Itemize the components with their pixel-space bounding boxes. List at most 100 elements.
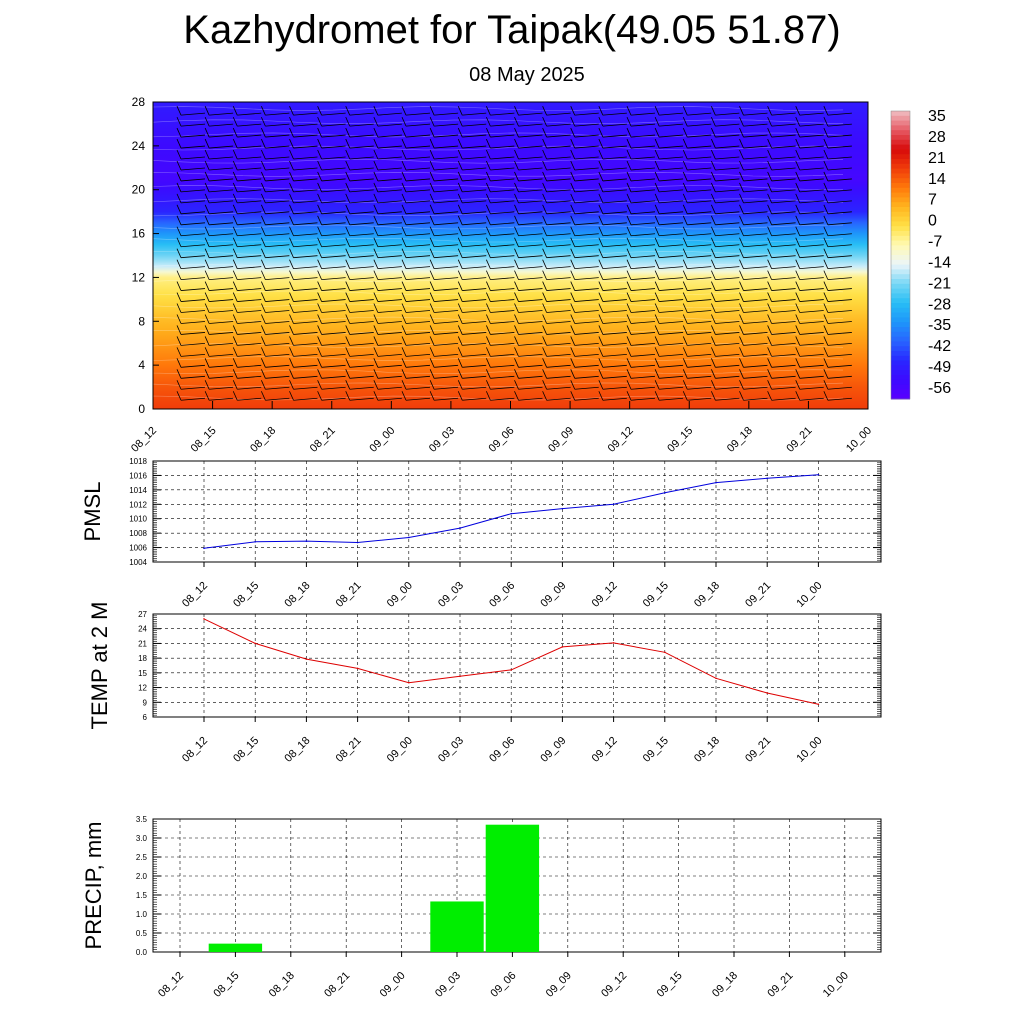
wind-barb	[654, 226, 684, 237]
wind-barb	[570, 237, 599, 248]
wind-barb	[373, 314, 402, 324]
wind-barb	[429, 369, 459, 379]
wind-barb	[654, 105, 684, 116]
wind-barb	[345, 226, 374, 237]
wind-barb	[232, 149, 262, 160]
wind-barb	[739, 193, 768, 204]
colorbar-step	[891, 163, 910, 170]
wind-barb	[514, 325, 543, 335]
wind-barb	[317, 358, 346, 368]
wind-barb	[345, 358, 374, 368]
x-tick-label: 08_15	[189, 425, 219, 455]
x-tick-label: 08_12	[180, 735, 210, 765]
chart-subtitle: 08 May 2025	[469, 64, 585, 86]
wind-barb	[682, 149, 712, 160]
wind-barb	[767, 314, 796, 324]
wind-barb	[204, 105, 234, 116]
wind-barb	[795, 226, 824, 237]
wind-barb	[739, 380, 768, 390]
wind-barb	[682, 292, 712, 302]
wind-barb	[401, 182, 431, 193]
wind-barb	[570, 336, 599, 346]
wind-barb	[570, 116, 599, 127]
data-point	[766, 692, 768, 694]
contour-line	[152, 356, 844, 361]
wind-barb	[457, 149, 487, 160]
colorbar-step	[891, 370, 910, 376]
wind-barb	[514, 105, 543, 116]
wind-barb	[176, 380, 206, 390]
wind-barb	[598, 204, 627, 215]
colorbar-step	[891, 221, 910, 227]
wind-barb	[682, 347, 712, 357]
wind-barb	[514, 171, 543, 182]
wind-barb	[204, 391, 234, 401]
x-tick-label: 08_15	[231, 735, 261, 765]
wind-barb	[654, 358, 684, 368]
wind-barb	[570, 226, 599, 237]
wind-barb	[373, 149, 402, 160]
wind-barb	[345, 259, 374, 270]
x-tick-label: 08_21	[322, 970, 352, 1000]
wind-barb	[598, 171, 627, 182]
wind-barb	[261, 171, 290, 182]
wind-barb	[626, 149, 656, 160]
wind-barb	[739, 303, 768, 313]
data-point	[408, 681, 410, 684]
wind-barb	[711, 204, 740, 215]
wind-barb	[598, 358, 627, 368]
x-tick-label: 08_12	[180, 580, 210, 610]
x-tick-label: 10_00	[844, 425, 874, 455]
wind-barb	[345, 138, 374, 149]
wind-barb	[795, 292, 824, 302]
colorbar-step	[891, 274, 910, 280]
wind-barb	[345, 149, 374, 160]
y-axis-title: PRECIP, mm	[81, 822, 106, 950]
wind-barb	[823, 259, 852, 270]
wind-barb	[739, 314, 768, 324]
wind-barb	[795, 391, 824, 401]
wind-barb	[795, 160, 824, 171]
wind-barb	[429, 237, 459, 248]
wind-barb	[711, 303, 740, 313]
wind-barb	[739, 347, 768, 357]
colorbar: 35 28 21 14 7 0 -7 -14 -21 -28 -35 -42 -49 -56	[890, 108, 951, 400]
colorbar-label: 14	[928, 171, 946, 188]
wind-barb	[373, 105, 402, 116]
wind-barb	[486, 369, 515, 379]
wind-barb	[711, 292, 740, 302]
colorbar-step	[891, 135, 910, 141]
x-tick-label: 09_03	[436, 735, 466, 765]
wind-barb	[711, 336, 740, 346]
wind-barb	[401, 292, 431, 302]
wind-barb	[401, 193, 431, 204]
x-tick-label: 09_15	[665, 425, 695, 455]
plot-frame	[152, 613, 882, 718]
wind-barb	[514, 358, 543, 368]
wind-barb	[767, 325, 796, 335]
wind-barb	[570, 325, 599, 335]
wind-barb	[711, 237, 740, 248]
wind-barb	[317, 380, 346, 390]
contour-line	[152, 290, 844, 296]
x-tick-label: 08_21	[308, 425, 338, 455]
wind-barb	[598, 149, 627, 160]
wind-barb	[176, 347, 206, 357]
wind-barb	[542, 259, 571, 270]
wind-barb	[542, 149, 571, 160]
wind-barb	[401, 380, 431, 390]
wind-barb	[176, 303, 206, 313]
wind-barb	[795, 215, 824, 226]
wind-barb	[317, 149, 346, 160]
wind-barb	[345, 248, 374, 259]
wind-barb	[401, 171, 431, 182]
wind-barb	[514, 314, 543, 324]
wind-barb	[345, 380, 374, 390]
y-tick-label: 24	[138, 625, 147, 634]
colorbar-step	[891, 187, 910, 194]
wind-barb	[289, 237, 318, 248]
wind-barb	[204, 204, 234, 215]
x-tick-label: 08_15	[231, 580, 261, 610]
colorbar-step	[891, 279, 910, 285]
colorbar-step	[891, 288, 910, 294]
